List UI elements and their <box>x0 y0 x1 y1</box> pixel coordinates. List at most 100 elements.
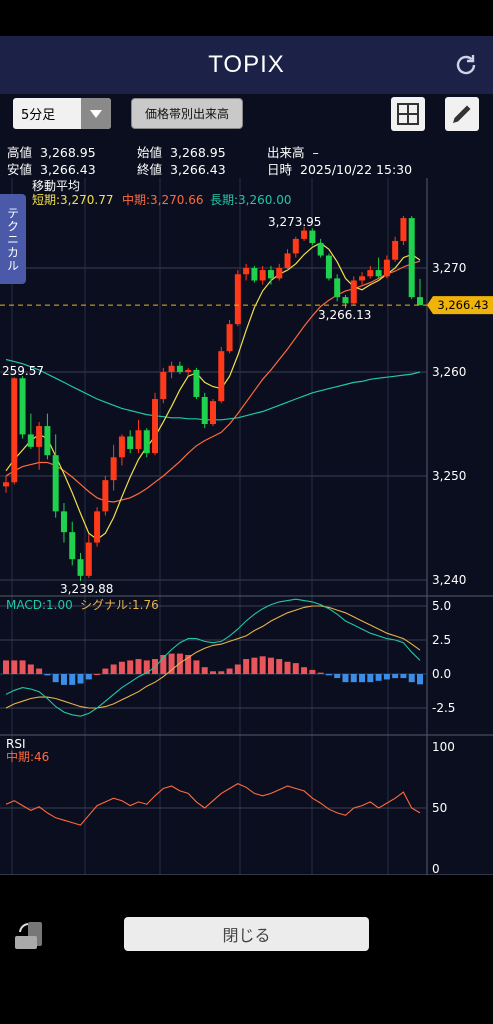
signal-label: シグナル:1.76 <box>80 598 159 612</box>
macd-histogram-bar <box>218 671 225 674</box>
ma-short-label: 短期:3,270.77 <box>32 193 113 207</box>
macd-tick-label: 2.5 <box>432 633 451 647</box>
candle <box>135 419 142 454</box>
open-label: 始値 <box>137 145 163 160</box>
macd-tick-label: 5.0 <box>432 599 451 613</box>
candle <box>375 257 382 279</box>
macd-histogram-bar <box>301 667 308 674</box>
candle <box>152 392 159 456</box>
chevron-down-icon <box>81 98 111 129</box>
candle-body <box>350 280 357 304</box>
candle <box>102 476 109 516</box>
macd-histogram-bar <box>350 674 357 683</box>
ma-mid-label: 中期:3,270.66 <box>122 192 203 207</box>
macd-histogram-bar <box>36 668 43 674</box>
candle-body <box>27 434 34 447</box>
candle-body <box>408 218 415 298</box>
macd-histogram-bar <box>276 659 283 674</box>
candle-body <box>226 324 233 352</box>
datetime-value: 2025/10/22 15:30 <box>300 162 413 177</box>
candle <box>201 392 208 429</box>
candle <box>317 238 324 258</box>
candle <box>77 552 84 582</box>
open-value: 3,268.95 <box>170 145 226 160</box>
candle-body <box>400 218 407 241</box>
candle-body <box>176 365 183 372</box>
annotation-high-left: 259.57 <box>2 364 44 378</box>
candle <box>334 274 341 302</box>
macd-histogram-bar <box>77 674 84 684</box>
candle-body <box>193 369 200 397</box>
candle-body <box>342 297 349 304</box>
macd-histogram-bar <box>334 674 341 679</box>
candle-body <box>284 253 291 268</box>
candle-body <box>127 436 134 449</box>
candle-body <box>259 270 266 281</box>
candle <box>118 434 125 466</box>
bottom-bar: 閉じる <box>0 875 493 1024</box>
candle <box>110 444 117 491</box>
candle <box>292 236 299 258</box>
candle <box>11 377 18 485</box>
macd-histogram-bar <box>234 664 241 674</box>
status-bar <box>0 0 493 36</box>
candle-body <box>94 511 101 543</box>
macd-histogram-bar <box>292 663 299 674</box>
candle-body <box>44 426 51 456</box>
macd-histogram-bar <box>193 660 200 674</box>
macd-histogram-bar <box>367 674 374 683</box>
candle <box>19 376 26 439</box>
candle-body <box>60 511 67 533</box>
candle <box>85 534 92 578</box>
candle-body <box>185 369 192 372</box>
candle <box>309 228 316 246</box>
candle-body <box>160 372 167 400</box>
low-value: 3,266.43 <box>40 162 96 177</box>
macd-histogram-bar <box>400 674 407 679</box>
macd-histogram-bar <box>143 660 150 674</box>
macd-histogram-bar <box>359 674 366 683</box>
close-button[interactable]: 閉じる <box>124 917 369 951</box>
high-label: 高値 <box>7 145 33 160</box>
macd-histogram-bar <box>317 672 324 674</box>
macd-histogram-bar <box>11 660 18 674</box>
macd-histogram-bar <box>267 657 274 674</box>
candle-body <box>77 559 84 576</box>
candle <box>218 347 225 404</box>
candle <box>210 399 216 427</box>
candle <box>243 263 250 281</box>
candle <box>350 276 357 306</box>
candle-body <box>309 230 316 244</box>
candle <box>325 253 332 281</box>
high-value: 3,268.95 <box>40 145 96 160</box>
candle-body <box>392 240 399 260</box>
layout-grid-button[interactable] <box>391 97 425 131</box>
candle-body <box>201 396 208 424</box>
macd-histogram-bar <box>110 664 117 674</box>
price-tick-label: 3,260 <box>432 365 466 379</box>
rotate-screen-icon[interactable] <box>12 918 46 952</box>
refresh-icon[interactable] <box>453 52 479 78</box>
candle-body <box>251 268 258 281</box>
macd-histogram-bar <box>383 674 390 680</box>
rsi-tick-label: 0 <box>432 862 440 875</box>
volume-profile-button[interactable]: 価格帯別出来高 <box>131 98 243 129</box>
technical-tab[interactable]: テクニカル <box>0 194 26 284</box>
pencil-icon <box>453 105 471 123</box>
candle-body <box>267 270 274 279</box>
interval-select[interactable]: 5分足 <box>13 98 111 129</box>
candle <box>168 361 175 379</box>
candle <box>44 413 51 460</box>
rsi-mid-label: 中期:46 <box>6 749 49 764</box>
app-header: TOPIX <box>0 36 493 94</box>
candle <box>408 216 415 300</box>
macd-histogram-bar <box>69 674 76 685</box>
macd-histogram-bar <box>185 654 192 674</box>
macd-histogram-bar <box>168 653 175 674</box>
current-price-text: 3,266.43 <box>437 298 488 312</box>
candle <box>127 430 134 454</box>
price-chart[interactable]: 3,2703,2603,2503,24009:0010:0011:0013:00… <box>0 178 493 875</box>
draw-button[interactable] <box>445 97 479 131</box>
candle-body <box>118 436 125 458</box>
candle <box>193 367 200 400</box>
